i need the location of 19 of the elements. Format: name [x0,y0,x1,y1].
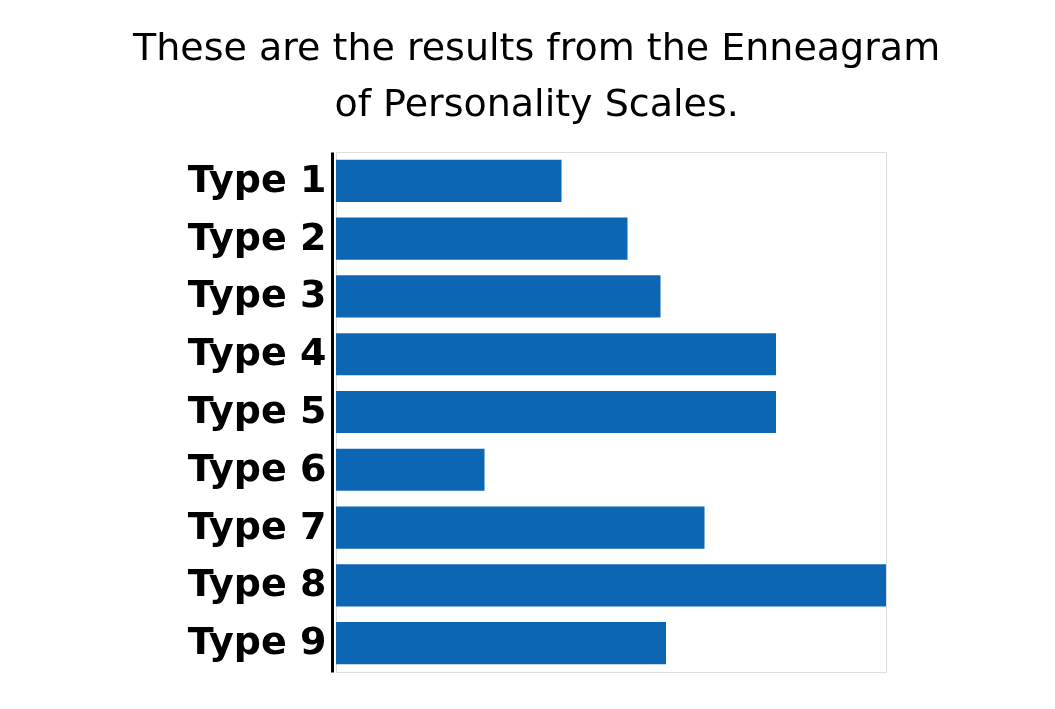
y-tick-label: Type 6 [187,445,327,490]
y-tick-label: Type 1 [187,156,327,201]
y-tick-label: Type 7 [187,503,327,548]
bar [336,448,485,491]
y-tick-label: Type 8 [187,561,327,606]
bar [336,506,705,549]
y-tick-label: Type 2 [187,214,327,259]
bar [336,275,661,318]
y-tick-label: Type 9 [187,619,327,664]
y-tick-label: Type 5 [187,388,327,432]
bar [336,622,666,665]
bar [336,390,776,434]
chart-title: These are the results from the Enneagram of Personality Scales. [132,25,941,125]
bar [336,333,776,376]
y-tick-label: Type 4 [187,330,327,375]
bar [336,217,628,260]
y-tick-label: Type 3 [187,272,327,317]
bar [336,159,562,202]
bar [336,564,886,607]
